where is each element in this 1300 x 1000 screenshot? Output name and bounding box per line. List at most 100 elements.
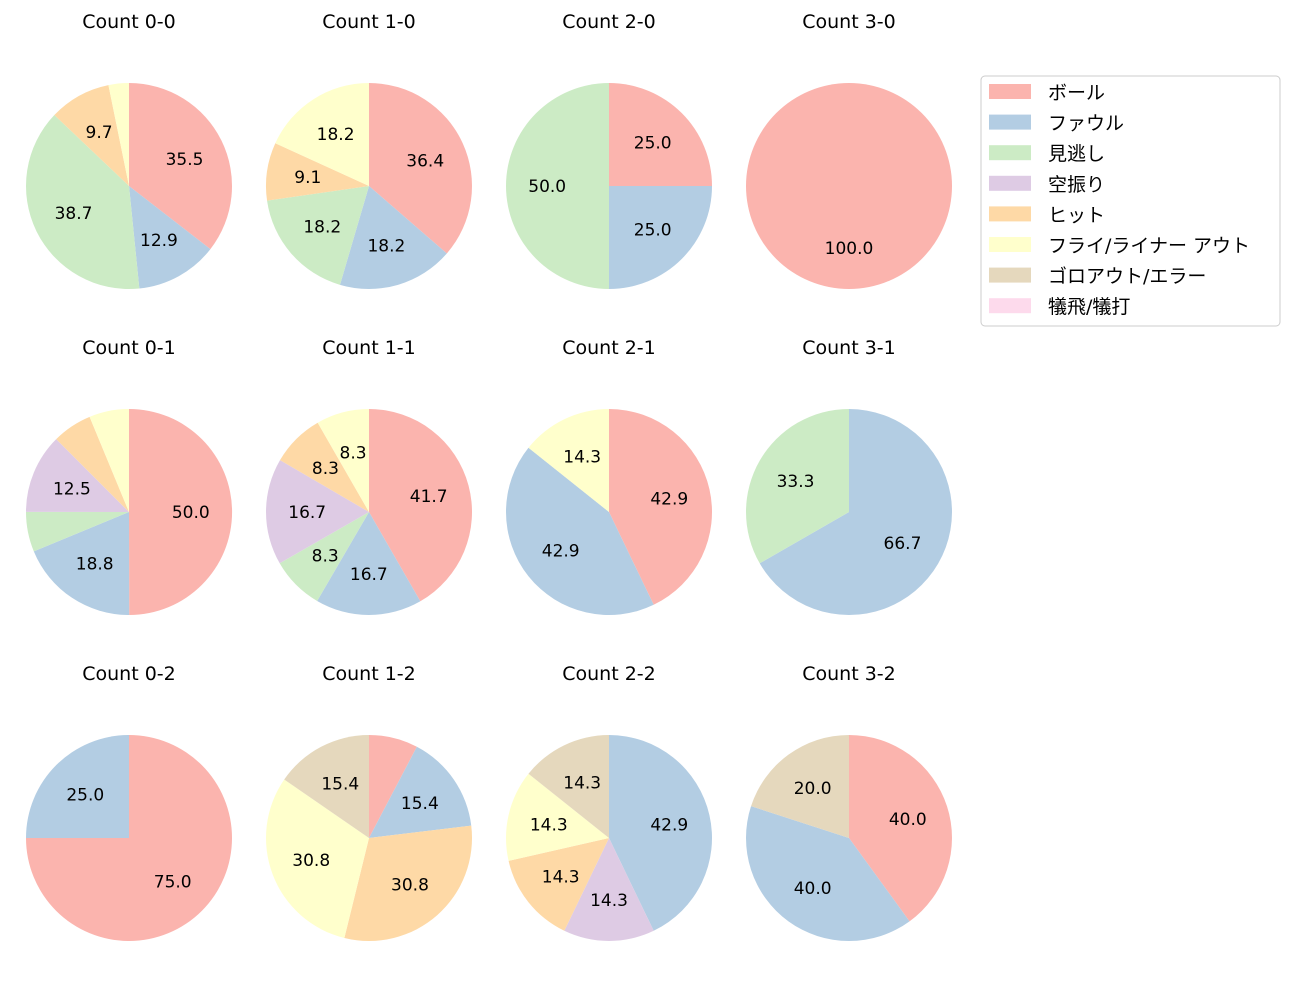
slice-count-1-1-1	[317, 512, 421, 615]
slice-label: 38.7	[55, 204, 93, 224]
legend-swatch	[989, 175, 1031, 191]
slice-count-1-0-5	[275, 83, 369, 186]
slice-count-0-1-3	[26, 439, 129, 512]
slice-count-1-0-2	[267, 186, 369, 285]
slice-label: 14.3	[542, 868, 580, 888]
slice-label: 25.0	[634, 221, 672, 241]
legend-label: 見逃し	[1048, 143, 1105, 165]
legend-swatch	[989, 145, 1031, 161]
pie-title: Count 1-1	[322, 337, 416, 359]
pies-group: Count 0-0 35.5 12.9 38.7 9.7 Count 1-0 36.4 18.…	[25, 11, 953, 942]
legend-label: ファウル	[1048, 113, 1124, 135]
slice-label: 8.3	[340, 443, 367, 463]
pie-count-3-0: Count 3-0 100.0	[746, 11, 952, 289]
slice-label: 35.5	[166, 150, 204, 170]
slice-label: 18.2	[317, 125, 355, 145]
pie-count-1-2: Count 1-2 15.4 30.8 30.8 15.4	[265, 663, 473, 942]
slice-label: 15.4	[401, 794, 439, 814]
slice-label: 40.0	[889, 810, 927, 830]
slice-count-0-1-2	[25, 511, 129, 552]
slice-count-1-1-4	[280, 422, 369, 512]
legend-swatch	[989, 84, 1031, 99]
slice-count-2-2-5	[505, 773, 609, 861]
legend-swatch	[989, 267, 1031, 283]
slice-count-2-1-1	[505, 447, 654, 616]
slice-count-3-1-1	[759, 409, 953, 616]
slice-label: 12.9	[140, 231, 178, 251]
slice-label: 33.3	[777, 472, 815, 492]
slice-label: 12.5	[53, 479, 91, 499]
pie-title: Count 2-1	[562, 337, 656, 359]
pie-title: Count 1-0	[322, 11, 416, 33]
slice-count-3-2-0	[849, 735, 952, 922]
pie-title: Count 0-2	[82, 663, 176, 685]
slice-count-3-2-1	[745, 806, 910, 942]
slice-label: 42.9	[650, 489, 688, 509]
pie-count-2-2: Count 2-2 42.9 14.3 14.3 14.3 14.3	[505, 663, 713, 942]
pie-title: Count 3-0	[802, 11, 896, 33]
slice-label: 50.0	[172, 503, 210, 523]
slice-label: 14.3	[590, 891, 628, 911]
pie-count-1-1: Count 1-141.716.78.316.78.38.3	[266, 337, 472, 615]
slice-count-2-2-6	[528, 735, 609, 838]
slice-count-1-0-4	[266, 143, 369, 201]
slice-count-0-0-4	[54, 85, 129, 186]
slice-label: 25.0	[66, 785, 104, 805]
slice-label: 18.2	[303, 217, 341, 237]
legend-frame	[980, 75, 1281, 327]
slice-label: 30.8	[292, 851, 330, 871]
slice-count-3-2-6	[751, 735, 849, 838]
slice-count-0-1-5	[89, 409, 129, 512]
slice-count-1-1-2	[279, 512, 369, 601]
slice-count-1-2-0	[369, 735, 417, 838]
pie-title: Count 0-0	[82, 11, 176, 33]
slice-count-0-1-1	[33, 512, 130, 616]
legend-label: 空振り	[1048, 174, 1105, 196]
slice-label: 75.0	[154, 873, 192, 893]
pie-count-0-2: Count 0-2 75.0 25.0	[26, 663, 232, 941]
pie-title: Count 3-1	[802, 337, 896, 359]
pie-title: Count 1-2	[322, 663, 416, 685]
pie-title: Count 3-2	[802, 663, 896, 685]
slice-count-1-2-4	[344, 825, 473, 942]
slice-count-2-0-0	[609, 83, 712, 186]
slice-count-1-0-0	[369, 83, 472, 254]
slice-count-0-0-5	[108, 83, 129, 186]
slice-label: 8.3	[312, 547, 339, 567]
slice-count-0-0-0	[129, 83, 233, 250]
pie-title: Count 2-0	[562, 11, 656, 33]
pie-count-2-0: Count 2-0 25.0 25.0 50.0	[506, 11, 712, 289]
slice-count-1-2-6	[284, 735, 369, 838]
slice-label: 14.3	[563, 447, 601, 467]
pie-count-0-0: Count 0-0 35.5 12.9 38.7 9.7	[25, 11, 233, 290]
slice-label: 18.2	[367, 236, 405, 256]
slice-label: 42.9	[650, 815, 688, 835]
legend-swatch	[989, 237, 1031, 252]
slice-count-1-1-3	[266, 460, 369, 564]
slice-label: 14.3	[530, 815, 568, 835]
slice-count-1-1-5	[317, 409, 369, 512]
slice-label: 8.3	[312, 459, 339, 479]
slice-count-1-2-5	[265, 779, 369, 939]
slice-count-3-1-2	[746, 409, 849, 564]
slice-label: 16.7	[350, 565, 388, 585]
slice-label: 14.3	[563, 773, 601, 793]
pie-count-3-2: Count 3-2 40.0 40.0 20.0	[745, 663, 952, 942]
slice-label: 9.1	[294, 168, 321, 188]
slice-label: 20.0	[794, 779, 832, 799]
slice-label: 41.7	[410, 487, 448, 507]
pie-count-0-1: Count 0-1 50.0 18.8 12.5	[25, 337, 233, 616]
pie-count-3-1: Count 3-1 66.7 33.3	[746, 337, 953, 616]
pie-title: Count 0-1	[82, 337, 176, 359]
pie-title: Count 2-2	[562, 663, 656, 685]
slice-label: 42.9	[542, 542, 580, 562]
slice-label: 16.7	[288, 503, 326, 523]
slice-label: 50.0	[528, 177, 566, 197]
slice-count-0-0-1	[129, 186, 211, 289]
slice-label: 30.8	[391, 875, 429, 895]
slice-count-0-1-0	[129, 408, 233, 615]
legend-swatch	[989, 206, 1031, 222]
slice-count-0-1-4	[56, 416, 130, 512]
slice-count-1-1-0	[369, 409, 472, 602]
